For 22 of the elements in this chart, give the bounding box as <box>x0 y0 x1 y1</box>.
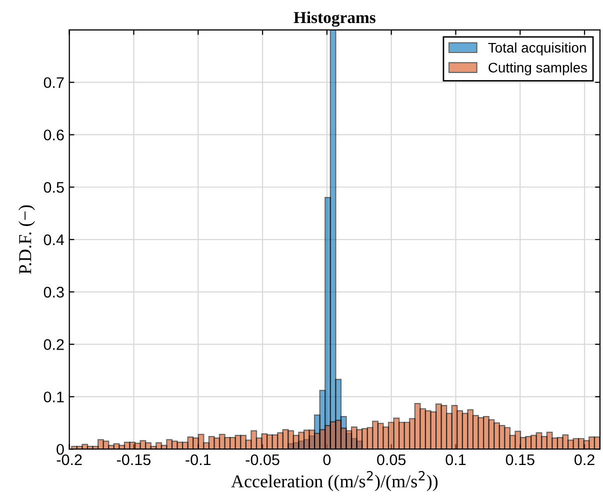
x-tick-label: 0.1 <box>446 454 466 466</box>
y-tick-label: 0.7 <box>44 77 64 88</box>
x-tick-label: 0 <box>323 454 331 466</box>
y-axis-title: P.D.F. (−) <box>18 205 35 274</box>
y-tick-label: 0.5 <box>44 182 64 193</box>
y-tick-label: 0 <box>56 444 64 455</box>
legend-label: Cutting samples <box>488 62 587 76</box>
x-tick-label: 0.2 <box>574 454 594 466</box>
y-tick-label: 0.6 <box>44 130 64 140</box>
x-axis-title: Acceleration ((m/s$^{2}$)/(m/s$^{2}$)) <box>231 470 438 492</box>
y-tick-label: 0.1 <box>44 392 64 402</box>
x-tick-label: 0.15 <box>506 454 534 466</box>
y-tick-label: 0.4 <box>44 234 64 246</box>
x-tick-label: -0.2 <box>56 454 82 466</box>
x-tick-label: -0.1 <box>186 454 211 466</box>
x-tick-label: -0.15 <box>117 454 151 466</box>
legend-label: Total acquisition <box>488 42 586 56</box>
chart-title: Histograms <box>294 11 376 27</box>
x-tick-label: 0.05 <box>377 454 406 466</box>
y-tick-label: 0.3 <box>44 286 64 298</box>
y-tick-label: 0.2 <box>44 339 64 350</box>
x-tick-label: -0.05 <box>246 454 280 466</box>
